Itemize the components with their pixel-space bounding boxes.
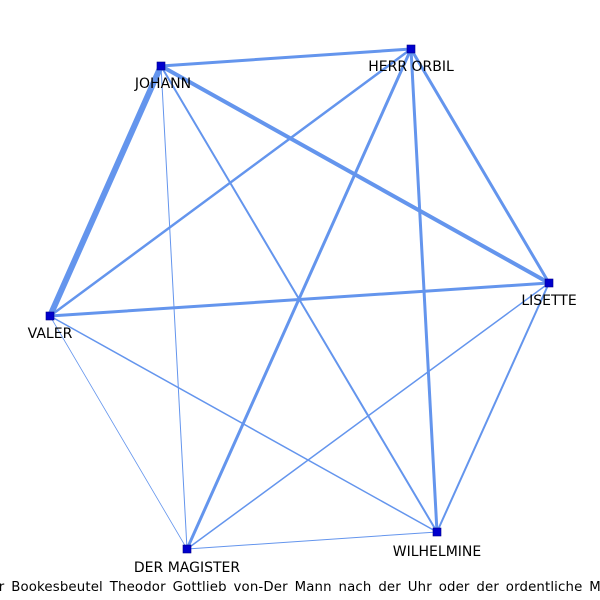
edges-layer: [47, 47, 551, 551]
edge-johann-herr-orbil: [159, 47, 413, 68]
node-johann: [156, 61, 166, 71]
node-herr-orbil: [406, 44, 416, 54]
node-label-johann: JOHANN: [134, 76, 191, 92]
edge-johann-valer: [47, 63, 164, 319]
node-wilhelmine: [432, 527, 442, 537]
labels-layer: JOHANN HERR ORBIL LISETTE VALER DER MAGISTER…: [28, 59, 577, 576]
caption: Der Bookesbeutel Theodor Gottlieb von-De…: [0, 580, 600, 600]
edge-lisette-wilhelmine: [436, 282, 550, 533]
edge-der-magister-wilhelmine: [186, 531, 438, 550]
edge-herr-orbil-lisette: [409, 47, 551, 285]
node-label-der-magister: DER MAGISTER: [134, 560, 240, 576]
edge-valer-wilhelmine: [49, 315, 438, 533]
node-valer: [45, 311, 55, 321]
edge-lisette-der-magister: [186, 282, 550, 550]
node-label-wilhelmine: WILHELMINE: [393, 544, 481, 560]
edge-valer-der-magister: [49, 315, 188, 550]
node-label-lisette: LISETTE: [521, 293, 576, 309]
nodes-layer: [45, 44, 554, 554]
edge-lisette-valer: [48, 281, 551, 318]
node-der-magister: [182, 544, 192, 554]
node-label-herr-orbil: HERR ORBIL: [368, 59, 454, 75]
node-lisette: [544, 278, 554, 288]
node-label-valer: VALER: [28, 326, 73, 342]
caption-text: Der Bookesbeutel Theodor Gottlieb von-De…: [0, 580, 600, 595]
edge-herr-orbil-valer: [48, 47, 413, 318]
